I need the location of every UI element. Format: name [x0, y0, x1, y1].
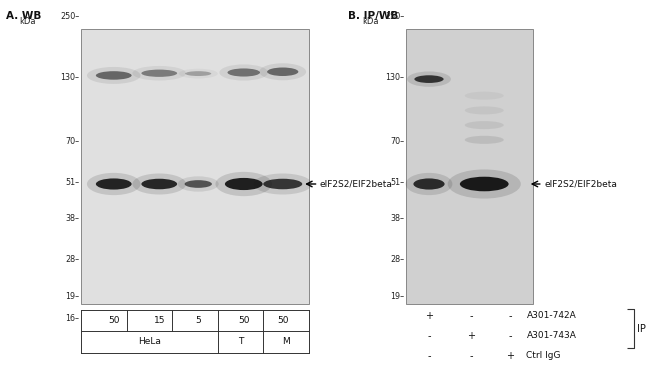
Bar	[81, 29, 309, 304]
Ellipse shape	[254, 173, 312, 195]
Text: IP: IP	[637, 324, 646, 334]
Ellipse shape	[263, 179, 302, 189]
Ellipse shape	[259, 63, 306, 80]
Text: eIF2S2/EIF2beta: eIF2S2/EIF2beta	[320, 180, 393, 188]
Text: 15: 15	[153, 316, 165, 325]
Ellipse shape	[142, 179, 177, 189]
Text: -: -	[427, 331, 431, 341]
Text: 50: 50	[277, 316, 289, 325]
Ellipse shape	[465, 136, 504, 144]
Ellipse shape	[448, 169, 521, 199]
Text: Ctrl IgG: Ctrl IgG	[526, 351, 561, 360]
Text: 70–: 70–	[65, 137, 79, 146]
Text: -: -	[469, 351, 473, 361]
Text: 70–: 70–	[390, 137, 404, 146]
Text: HeLa: HeLa	[138, 337, 161, 346]
Text: 130–: 130–	[60, 73, 79, 82]
Ellipse shape	[460, 177, 508, 191]
Text: -: -	[469, 311, 473, 321]
Ellipse shape	[465, 121, 504, 129]
Text: 130–: 130–	[385, 73, 404, 82]
Text: +: +	[506, 351, 514, 361]
Ellipse shape	[267, 67, 298, 76]
Ellipse shape	[133, 173, 186, 195]
Ellipse shape	[133, 66, 186, 81]
Text: 5: 5	[196, 316, 201, 325]
Text: 38–: 38–	[65, 215, 79, 223]
Text: 38–: 38–	[390, 215, 404, 223]
Text: 50: 50	[108, 316, 120, 325]
Text: 19–: 19–	[65, 292, 79, 301]
Text: +: +	[467, 331, 475, 341]
Text: 51–: 51–	[65, 178, 79, 187]
Text: T: T	[238, 337, 243, 346]
Text: M: M	[282, 337, 290, 346]
Text: +: +	[425, 311, 433, 321]
Ellipse shape	[87, 67, 140, 84]
Ellipse shape	[185, 71, 211, 76]
Ellipse shape	[220, 64, 268, 81]
Text: kDa: kDa	[363, 17, 379, 25]
Ellipse shape	[407, 71, 451, 87]
Bar	[406, 29, 533, 304]
Text: A301-743A: A301-743A	[526, 331, 577, 340]
Ellipse shape	[465, 106, 504, 114]
Text: -: -	[508, 331, 512, 341]
Text: A. WB: A. WB	[6, 11, 42, 21]
Ellipse shape	[185, 180, 212, 188]
Text: kDa: kDa	[20, 17, 36, 25]
Text: 250–: 250–	[385, 12, 404, 21]
Ellipse shape	[227, 68, 260, 77]
Text: 51–: 51–	[390, 178, 404, 187]
Ellipse shape	[413, 178, 445, 190]
Ellipse shape	[225, 178, 263, 190]
Ellipse shape	[87, 173, 140, 195]
Ellipse shape	[96, 178, 131, 190]
Text: -: -	[427, 351, 431, 361]
Ellipse shape	[177, 176, 218, 192]
Text: -: -	[508, 311, 512, 321]
Text: 19–: 19–	[390, 292, 404, 301]
Text: eIF2S2/EIF2beta: eIF2S2/EIF2beta	[545, 180, 617, 188]
Text: 16–: 16–	[65, 314, 79, 323]
Text: B. IP/WB: B. IP/WB	[348, 11, 398, 21]
Ellipse shape	[142, 70, 177, 77]
Text: 28–: 28–	[390, 255, 404, 264]
Text: A301-742A: A301-742A	[526, 311, 577, 320]
Text: 28–: 28–	[65, 255, 79, 264]
Ellipse shape	[415, 75, 443, 83]
Text: 50: 50	[238, 316, 250, 325]
Ellipse shape	[465, 92, 504, 100]
Ellipse shape	[96, 71, 131, 80]
Text: 250–: 250–	[60, 12, 79, 21]
Ellipse shape	[406, 173, 452, 195]
Ellipse shape	[216, 172, 272, 196]
